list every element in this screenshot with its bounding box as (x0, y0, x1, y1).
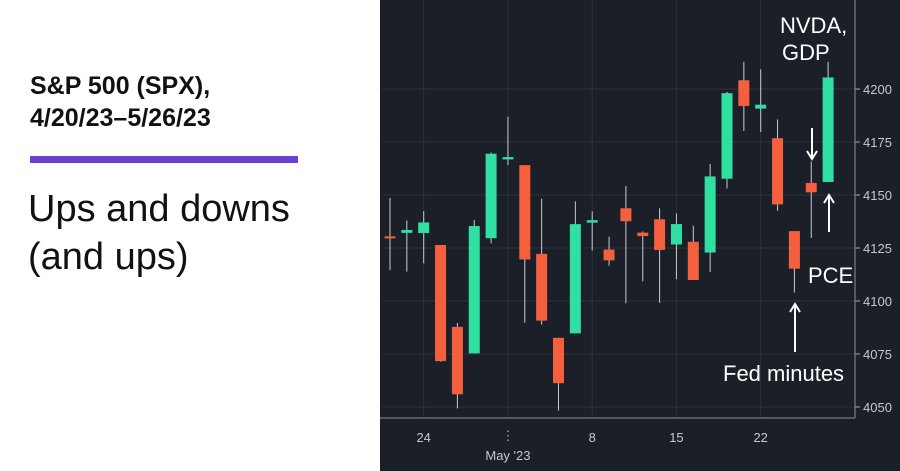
candle-body (586, 220, 598, 223)
x-tick-label: 22 (753, 430, 767, 445)
y-tick-label: 4075 (863, 347, 892, 362)
candle-body (822, 77, 834, 182)
candle-body (772, 138, 784, 205)
candle-body (805, 182, 817, 193)
candle-body (637, 232, 649, 237)
candle-body (704, 176, 716, 253)
annotation: Fed minutes (723, 361, 844, 386)
y-tick-label: 4100 (863, 294, 892, 309)
candle-body (755, 104, 767, 109)
candle-body (451, 326, 463, 395)
candle-body (687, 241, 699, 281)
candle-body (738, 80, 750, 107)
candle-body (670, 224, 682, 245)
chart: 4050 4075 4100 4125 4150 4175 4200 24 ⋮ May '23 8 1… (380, 0, 900, 471)
candle-body (435, 244, 447, 362)
y-tick-label: 4175 (863, 135, 892, 150)
x-tick-label: May '23 (485, 448, 530, 463)
subtitle-line: Ups and downs (28, 188, 290, 230)
candle-body (384, 236, 396, 239)
annotations: NVDA, GDP PCE Fed minutes (723, 13, 853, 386)
y-tick-label: 4200 (863, 82, 892, 97)
x-tick-label: 8 (589, 430, 596, 445)
arrows (789, 128, 835, 352)
text-panel: S&P 500 (SPX), 4/20/23–5/26/23 Ups and d… (0, 0, 380, 471)
title-line: S&P 500 (SPX), (30, 72, 211, 100)
y-tick-label: 4125 (863, 241, 892, 256)
subtitle-line: (and ups) (28, 236, 189, 278)
candle-body (502, 157, 514, 160)
candle-body (654, 219, 666, 250)
candle-body (418, 222, 430, 234)
candle-body (536, 253, 548, 321)
accent-bar (30, 156, 298, 163)
candle-body (788, 231, 800, 269)
title-line: 4/20/23–5/26/23 (30, 104, 211, 132)
candle-body (468, 226, 480, 354)
x-tick-label: 15 (669, 430, 683, 445)
candle-body (569, 224, 581, 334)
arrow-head (823, 193, 835, 204)
candle-body (620, 208, 632, 222)
candle-body (721, 93, 733, 179)
annotation: PCE (808, 263, 853, 288)
candle-body (401, 229, 413, 233)
x-tick-mark: ⋮ (501, 428, 514, 443)
x-tick-label: 24 (416, 430, 430, 445)
annotation: NVDA, (780, 13, 847, 38)
y-tick-label: 4050 (863, 400, 892, 415)
candle-body (603, 249, 615, 261)
candle-body (519, 165, 531, 260)
arrow-head (789, 302, 801, 313)
candle-body (553, 337, 564, 384)
arrow-head (806, 150, 818, 161)
annotation: GDP (782, 40, 830, 65)
y-tick-label: 4150 (863, 188, 892, 203)
candle-body (485, 153, 497, 239)
